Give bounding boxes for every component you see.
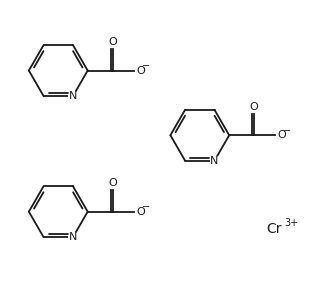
Text: N: N <box>69 91 77 101</box>
Text: O: O <box>108 37 117 47</box>
Text: −: − <box>283 126 291 136</box>
Text: O: O <box>136 207 145 217</box>
Text: −: − <box>142 202 150 212</box>
Text: −: − <box>142 61 150 71</box>
Text: O: O <box>277 130 286 140</box>
Text: O: O <box>250 102 258 112</box>
Text: O: O <box>108 178 117 188</box>
Text: Cr: Cr <box>266 222 282 236</box>
Text: N: N <box>69 232 77 242</box>
Text: N: N <box>210 156 219 166</box>
Text: 3+: 3+ <box>284 218 298 228</box>
Text: O: O <box>136 66 145 76</box>
